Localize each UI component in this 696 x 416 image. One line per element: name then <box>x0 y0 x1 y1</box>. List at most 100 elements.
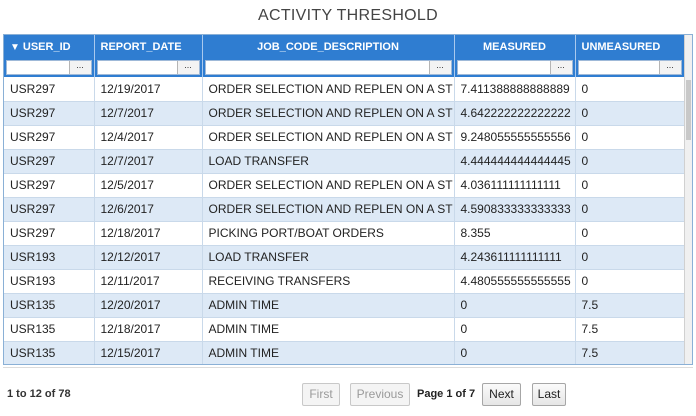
filter-input-user-id[interactable] <box>7 61 69 74</box>
table-row[interactable]: USR297 12/18/2017 PICKING PORT/BOAT ORDERS… <box>4 221 685 246</box>
sort-down-icon: ▼ <box>10 42 20 53</box>
column-header-measured[interactable]: MEASURED <box>454 35 576 59</box>
column-header-job-code-description[interactable]: JOB_CODE_DESCRIPTION <box>202 35 455 59</box>
table-row[interactable]: USR135 12/15/2017 ADMIN TIME 0 7.5 <box>4 341 685 364</box>
cell-user-id: USR135 <box>4 293 95 318</box>
filter-input-unmeasured[interactable] <box>578 61 659 74</box>
cell-unmeasured: 7.5 <box>575 341 685 364</box>
cell-user-id: USR297 <box>4 173 95 198</box>
table-row[interactable]: USR297 12/6/2017 ORDER SELECTION AND REPLE… <box>4 197 685 222</box>
cell-unmeasured: 0 <box>575 221 685 246</box>
next-page-button[interactable]: Next <box>482 383 521 406</box>
table-row[interactable]: USR193 12/12/2017 LOAD TRANSFER 4.243611111… <box>4 245 685 270</box>
cell-job-code-description: ORDER SELECTION AND REPLEN ON A ST <box>202 125 455 150</box>
table-row[interactable]: USR135 12/20/2017 ADMIN TIME 0 7.5 <box>4 293 685 318</box>
cell-job-code-description: LOAD TRANSFER <box>202 245 455 270</box>
filter-input-report-date[interactable] <box>97 61 177 74</box>
cell-measured: 9.248055555555556 <box>454 125 576 150</box>
table-row[interactable]: USR297 12/19/2017 ORDER SELECTION AND REPL… <box>4 77 685 102</box>
filter-cell-job-code-description: ... <box>202 59 455 77</box>
cell-report-date: 12/15/2017 <box>94 341 203 364</box>
cell-unmeasured: 7.5 <box>575 317 685 342</box>
cell-unmeasured: 7.5 <box>575 293 685 318</box>
page-title: ACTIVITY THRESHOLD <box>258 7 438 24</box>
cell-measured: 4.480555555555555 <box>454 269 576 294</box>
filter-input-job-code-description[interactable] <box>205 61 429 74</box>
table-row[interactable]: USR297 12/7/2017 LOAD TRANSFER 4.4444444444… <box>4 149 685 174</box>
last-page-button[interactable]: Last <box>532 383 566 406</box>
cell-job-code-description: ORDER SELECTION AND REPLEN ON A ST <box>202 173 455 198</box>
cell-user-id: USR297 <box>4 77 95 102</box>
column-header-label: JOB_CODE_DESCRIPTION <box>257 41 399 53</box>
filter-row: ... ... ... ... ... <box>4 59 685 77</box>
filter-box: ... <box>577 60 682 75</box>
table-row[interactable]: USR297 12/5/2017 ORDER SELECTION AND REPLE… <box>4 173 685 198</box>
filter-box: ... <box>456 60 573 75</box>
filter-box: ... <box>6 60 92 75</box>
page-indicator: Page 1 of 7 <box>417 388 476 400</box>
filter-input-measured[interactable] <box>457 61 550 74</box>
cell-user-id: USR135 <box>4 317 95 342</box>
filter-cell-user-id: ... <box>4 59 95 77</box>
cell-report-date: 12/12/2017 <box>94 245 203 270</box>
activity-table: ▼ USER_ID REPORT_DATE JOB_CODE_DESCRIPTIO… <box>4 35 685 364</box>
filter-cell-unmeasured: ... <box>575 59 685 77</box>
cell-measured: 4.590833333333333 <box>454 197 576 222</box>
filter-cell-measured: ... <box>454 59 576 77</box>
column-header-report-date[interactable]: REPORT_DATE <box>94 35 203 59</box>
data-grid: ▼ USER_ID REPORT_DATE JOB_CODE_DESCRIPTIO… <box>3 34 693 365</box>
cell-job-code-description: LOAD TRANSFER <box>202 149 455 174</box>
cell-measured: 0 <box>454 293 576 318</box>
table-row[interactable]: USR297 12/4/2017 ORDER SELECTION AND REPLE… <box>4 125 685 150</box>
cell-job-code-description: ADMIN TIME <box>202 341 455 364</box>
filter-menu-button[interactable]: ... <box>176 61 199 74</box>
cell-measured: 4.243611111111111 <box>454 245 576 270</box>
cell-unmeasured: 0 <box>575 149 685 174</box>
cell-user-id: USR297 <box>4 101 95 126</box>
column-header-user-id[interactable]: ▼ USER_ID <box>4 35 95 59</box>
first-page-button[interactable]: First <box>302 383 340 406</box>
cell-job-code-description: ADMIN TIME <box>202 317 455 342</box>
column-header-label: UNMEASURED <box>581 41 661 53</box>
cell-user-id: USR297 <box>4 197 95 222</box>
filter-menu-button[interactable]: ... <box>428 61 451 74</box>
cell-measured: 0 <box>454 317 576 342</box>
previous-page-button[interactable]: Previous <box>350 383 410 406</box>
cell-report-date: 12/6/2017 <box>94 197 203 222</box>
cell-measured: 8.355 <box>454 221 576 246</box>
cell-job-code-description: ORDER SELECTION AND REPLEN ON A ST <box>202 77 455 102</box>
cell-report-date: 12/18/2017 <box>94 221 203 246</box>
cell-report-date: 12/7/2017 <box>94 101 203 126</box>
cell-job-code-description: PICKING PORT/BOAT ORDERS <box>202 221 455 246</box>
column-header-label: USER_ID <box>22 41 71 53</box>
scrollbar-thumb[interactable] <box>686 80 691 140</box>
table-body: USR297 12/19/2017 ORDER SELECTION AND REPL… <box>4 77 685 364</box>
table-row[interactable]: USR297 12/7/2017 ORDER SELECTION AND REPLE… <box>4 101 685 126</box>
footer-divider <box>3 367 693 368</box>
cell-measured: 7.411388888888889 <box>454 77 576 102</box>
cell-report-date: 12/19/2017 <box>94 77 203 102</box>
cell-user-id: USR297 <box>4 149 95 174</box>
filter-menu-button[interactable]: ... <box>549 61 572 74</box>
cell-job-code-description: ORDER SELECTION AND REPLEN ON A ST <box>202 101 455 126</box>
cell-report-date: 12/4/2017 <box>94 125 203 150</box>
cell-job-code-description: ORDER SELECTION AND REPLEN ON A ST <box>202 197 455 222</box>
filter-menu-button[interactable]: ... <box>68 61 91 74</box>
cell-unmeasured: 0 <box>575 245 685 270</box>
cell-report-date: 12/20/2017 <box>94 293 203 318</box>
filter-cell-report-date: ... <box>94 59 203 77</box>
vertical-scrollbar[interactable] <box>684 35 692 364</box>
cell-report-date: 12/11/2017 <box>94 269 203 294</box>
cell-user-id: USR193 <box>4 269 95 294</box>
filter-box: ... <box>204 60 452 75</box>
record-count: 1 to 12 of 78 <box>7 388 71 400</box>
cell-user-id: USR297 <box>4 125 95 150</box>
cell-measured: 4.036111111111111 <box>454 173 576 198</box>
table-row[interactable]: USR193 12/11/2017 RECEIVING TRANSFERS 4.480… <box>4 269 685 294</box>
filter-menu-button[interactable]: ... <box>658 61 681 74</box>
cell-unmeasured: 0 <box>575 197 685 222</box>
cell-report-date: 12/7/2017 <box>94 149 203 174</box>
table-row[interactable]: USR135 12/18/2017 ADMIN TIME 0 7.5 <box>4 317 685 342</box>
column-header-unmeasured[interactable]: UNMEASURED <box>575 35 685 59</box>
cell-measured: 0 <box>454 341 576 364</box>
